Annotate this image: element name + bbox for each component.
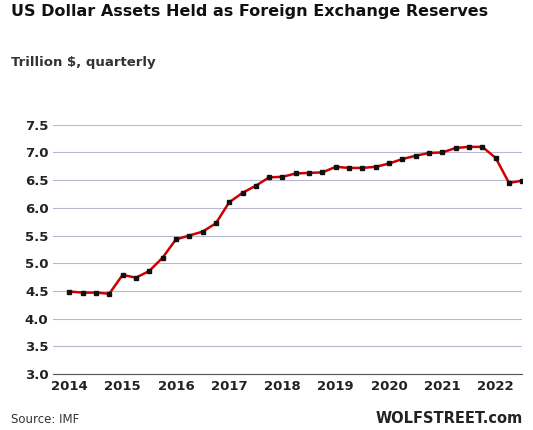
Text: Source: IMF: Source: IMF [11, 413, 79, 426]
Text: Trillion $, quarterly: Trillion $, quarterly [11, 56, 155, 69]
Text: US Dollar Assets Held as Foreign Exchange Reserves: US Dollar Assets Held as Foreign Exchang… [11, 4, 488, 19]
Text: WOLFSTREET.com: WOLFSTREET.com [375, 411, 522, 426]
